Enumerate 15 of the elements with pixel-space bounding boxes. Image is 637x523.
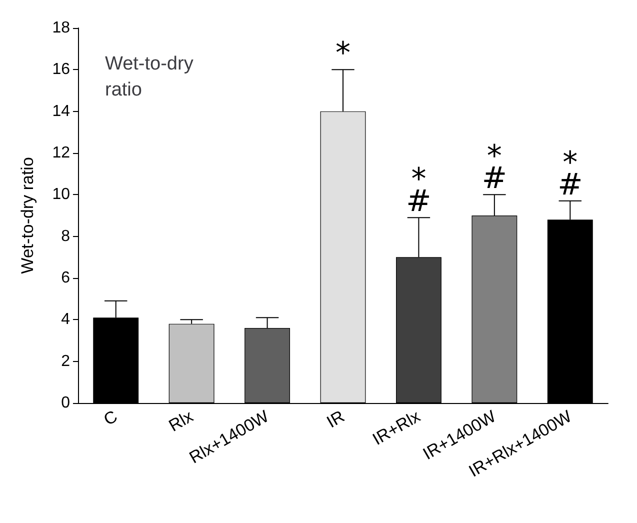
- y-tick-label: 6: [61, 270, 70, 286]
- y-tick-label: 12: [52, 144, 70, 162]
- annotation: *: [336, 36, 350, 72]
- y-tick-label: 10: [52, 186, 70, 204]
- y-tick-label: 2: [61, 352, 70, 370]
- y-tick-label: 16: [52, 61, 70, 78]
- x-tick-label: IR: [324, 406, 348, 432]
- y-tick-label: 14: [52, 102, 70, 120]
- y-tick-label: 18: [52, 20, 70, 36]
- text: Wet-to-dry ratio: [105, 54, 199, 100]
- y-tick-label: 8: [61, 228, 70, 245]
- y-tick-label: 4: [61, 311, 70, 328]
- y-axis-title: Wet-to-dry ratio: [18, 157, 37, 274]
- x-tick-label: C: [100, 406, 121, 430]
- y-tick-label: 0: [61, 394, 70, 412]
